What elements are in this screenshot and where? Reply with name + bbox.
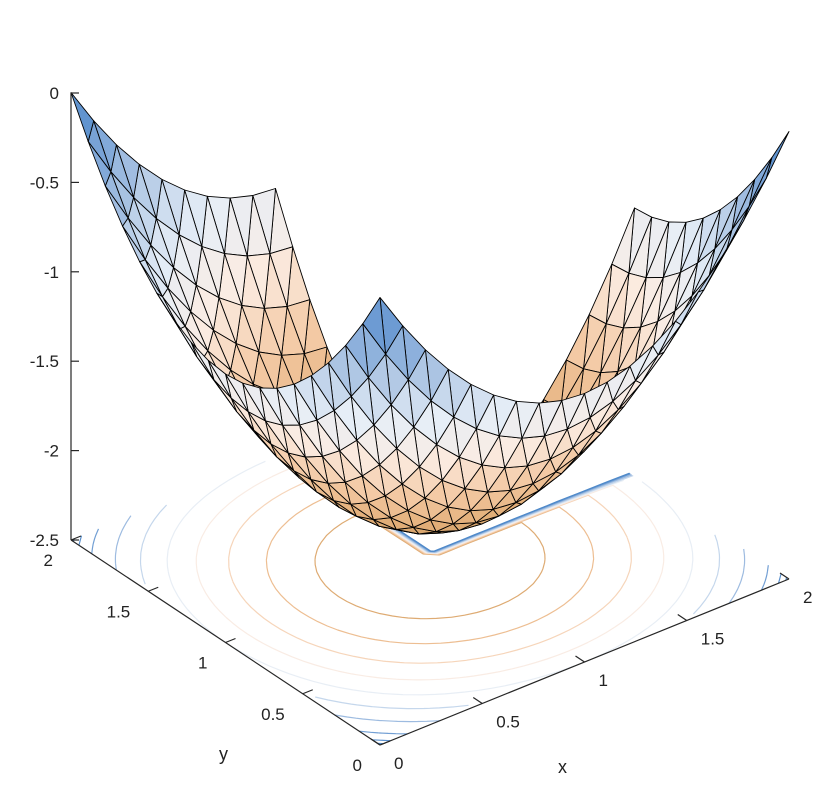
surface-facet — [87, 141, 112, 187]
z-tick-label: 0 — [50, 84, 59, 103]
x-tick-label: 1.5 — [701, 630, 725, 649]
surface-facet — [207, 359, 232, 399]
surface-facet — [362, 297, 387, 355]
surface-facet — [310, 362, 335, 411]
surface-facet — [173, 319, 198, 358]
y-axis-label: y — [219, 744, 228, 764]
surface-facet — [345, 323, 369, 378]
x-tick-mark — [575, 655, 585, 663]
contour-line-0 — [314, 513, 546, 620]
surface-facet — [328, 344, 352, 397]
surface-facet — [765, 131, 790, 179]
z-tick-label: -0.5 — [30, 173, 59, 192]
y-tick-mark — [70, 535, 82, 541]
x-tick-mark — [779, 572, 790, 580]
x-tick-mark — [677, 614, 688, 621]
surface-facet — [139, 261, 163, 298]
x-axis-label: x — [558, 757, 567, 777]
surface-facet — [242, 382, 266, 422]
z-tick-label: -2.5 — [30, 531, 59, 550]
x-tick-label: 1 — [599, 671, 608, 690]
z-tick-label: -1.5 — [30, 352, 59, 371]
surface-facet — [122, 225, 146, 263]
y-tick-label: 1.5 — [107, 602, 131, 621]
y-tick-label: 1 — [198, 654, 207, 673]
surface-facet — [293, 375, 318, 421]
x-tick-label: 0.5 — [496, 713, 520, 732]
x-tick-label: 2 — [803, 588, 812, 607]
x-tick-mark — [370, 738, 381, 746]
y-tick-mark — [302, 689, 313, 695]
y-tick-mark — [148, 586, 159, 592]
y-tick-mark — [379, 740, 391, 746]
x-tick-label: 0 — [394, 754, 403, 773]
contour-line-2 — [228, 479, 632, 664]
y-tick-label: 0.5 — [261, 705, 285, 724]
surface-facet — [276, 383, 301, 426]
x-tick-mark — [472, 697, 483, 704]
ticks-layer: 0 -0.5 -1 -1.5 -2 -2.5 0 0.5 1 1.5 2 0 0.5 1 1.5 2 — [30, 84, 813, 775]
surface-layer — [70, 92, 790, 535]
z-tick-label: -2 — [44, 442, 59, 461]
contour-line-1 — [265, 494, 595, 645]
y-tick-mark — [225, 637, 236, 644]
y-tick-label: 0 — [353, 756, 362, 775]
z-tick-label: -1 — [44, 263, 59, 282]
y-tick-label: 2 — [44, 551, 53, 570]
surface-facet — [190, 341, 215, 381]
surface-facet — [259, 387, 284, 426]
surface-facet — [70, 92, 95, 142]
surface-facet — [104, 185, 129, 227]
